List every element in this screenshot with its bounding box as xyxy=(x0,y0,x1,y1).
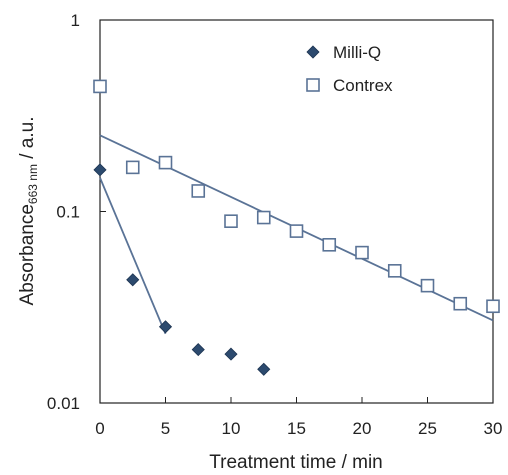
point-contrex xyxy=(93,79,107,94)
fit-line-milli-q xyxy=(99,177,167,335)
point-contrex xyxy=(387,264,402,278)
y-axis-title-main: Absorbance xyxy=(17,204,38,305)
legend: Milli-Q Contrex xyxy=(306,43,393,95)
x-tick-label: 0 xyxy=(95,419,104,438)
data-points xyxy=(93,79,500,376)
x-tick-label: 25 xyxy=(418,419,437,438)
x-tick-label: 20 xyxy=(353,419,372,438)
point-contrex xyxy=(486,299,500,314)
x-tick-label: 30 xyxy=(484,419,503,438)
x-tick-label: 5 xyxy=(161,419,170,438)
point-milli-q xyxy=(257,362,271,376)
point-contrex xyxy=(453,296,468,311)
point-milli-q xyxy=(224,347,238,361)
square-marker-icon xyxy=(306,78,320,92)
point-contrex xyxy=(355,245,369,260)
y-axis-title-suffix: / a.u. xyxy=(17,117,38,165)
y-axis-ticks: 0.01 0.1 1 xyxy=(47,11,106,413)
y-tick-label: 1 xyxy=(71,11,80,30)
legend-item-milli-q: Milli-Q xyxy=(306,43,381,62)
point-contrex xyxy=(420,278,435,293)
point-contrex xyxy=(191,184,206,198)
legend-label-contrex: Contrex xyxy=(333,76,393,95)
point-contrex xyxy=(256,210,271,225)
point-milli-q xyxy=(126,273,140,287)
point-contrex xyxy=(289,224,304,238)
x-tick-label: 15 xyxy=(287,419,306,438)
point-milli-q xyxy=(158,320,173,334)
x-axis-ticks: 0 5 10 15 20 25 30 xyxy=(95,397,502,438)
plot-area xyxy=(99,19,494,404)
y-axis-title-subscript: 663 nm xyxy=(26,164,40,204)
diamond-marker-icon xyxy=(306,45,320,59)
point-milli-q xyxy=(93,163,107,177)
legend-item-contrex: Contrex xyxy=(306,76,393,95)
point-contrex xyxy=(125,160,140,175)
point-contrex xyxy=(224,214,238,228)
y-axis-title: Absorbance663 nm / a.u. xyxy=(17,117,40,306)
legend-label-milli-q: Milli-Q xyxy=(333,43,381,62)
x-tick-label: 10 xyxy=(222,419,241,438)
x-axis-title: Treatment time / min xyxy=(209,452,383,473)
point-contrex xyxy=(322,238,337,252)
y-tick-label: 0.1 xyxy=(56,203,80,222)
point-milli-q xyxy=(191,343,205,357)
y-tick-label: 0.01 xyxy=(47,394,80,413)
point-contrex xyxy=(158,155,173,170)
